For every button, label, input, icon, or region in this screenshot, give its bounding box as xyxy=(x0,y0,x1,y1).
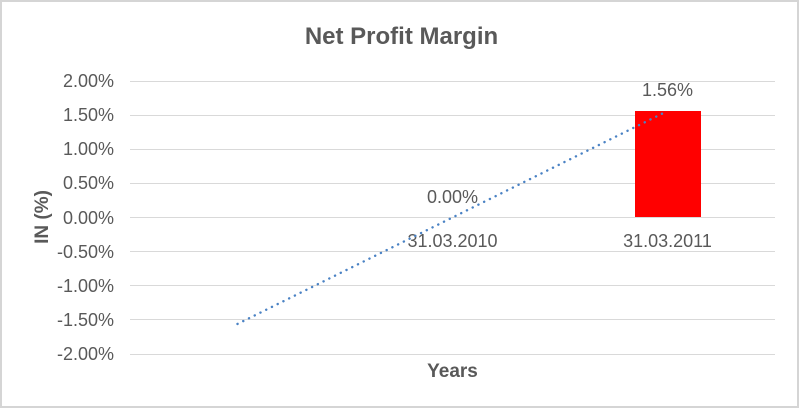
y-tick-label: -2.00% xyxy=(56,344,114,364)
gridline xyxy=(130,80,775,82)
y-tick-label: -0.50% xyxy=(56,241,114,262)
y-tick-label: -1.50% xyxy=(56,309,114,330)
y-tick-label: 0.50% xyxy=(62,173,114,194)
data-label: 1.56% xyxy=(641,80,694,101)
gridline xyxy=(130,353,775,355)
x-tick-label: 31.03.2010 xyxy=(407,230,498,251)
y-tick-label: 0.00% xyxy=(62,207,114,228)
y-tick-label: 1.00% xyxy=(62,139,114,160)
chart-title: Net Profit Margin xyxy=(304,23,499,50)
gridline xyxy=(130,319,775,321)
bar xyxy=(634,111,701,218)
y-tick-label: -1.00% xyxy=(56,275,114,296)
x-axis-title: Years xyxy=(427,361,478,382)
gridline xyxy=(130,285,775,287)
data-label: 0.00% xyxy=(426,186,479,207)
x-tick-label: 31.03.2011 xyxy=(623,230,712,251)
y-tick-label: 2.00% xyxy=(62,71,114,91)
y-tick-label: 1.50% xyxy=(62,105,114,126)
